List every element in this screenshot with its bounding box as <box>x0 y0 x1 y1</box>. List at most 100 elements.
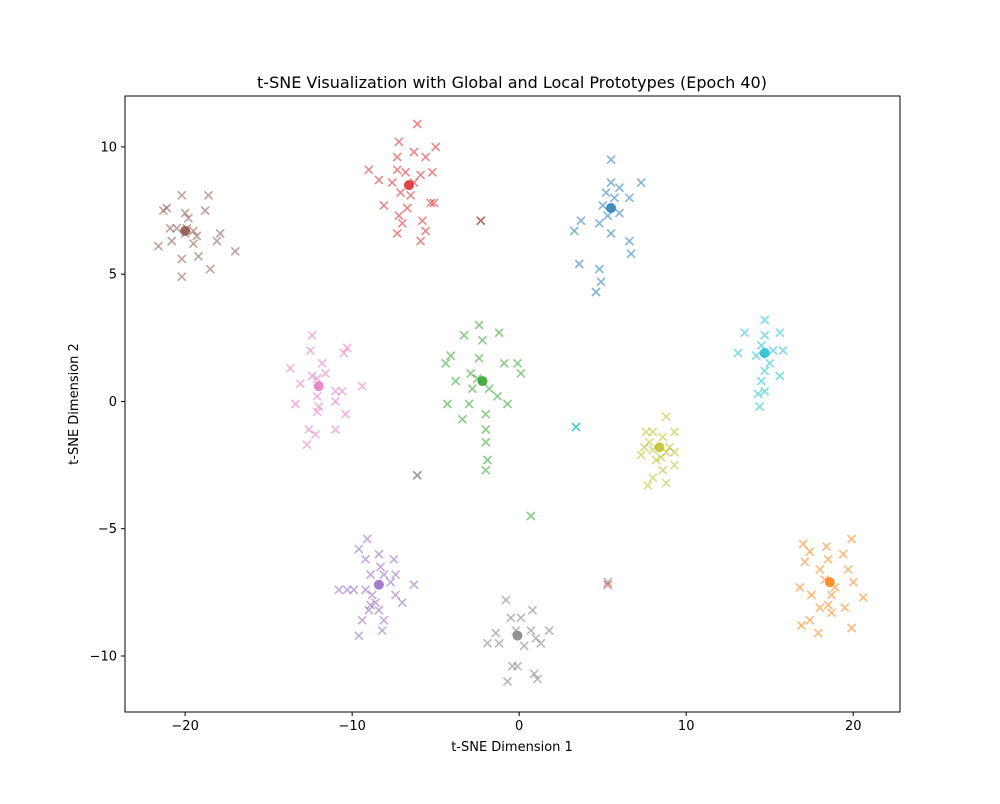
data-point-cluster-5-stroke-b <box>172 223 182 233</box>
data-point-cluster-9-stroke-b <box>753 389 763 399</box>
data-point-cluster-7 <box>536 638 546 648</box>
data-point-cluster-1-stroke-b <box>821 541 832 552</box>
data-point-cluster-0 <box>574 259 584 269</box>
data-point-cluster-1-stroke-b <box>826 590 837 600</box>
data-point-cluster-0-stroke-b <box>601 188 611 198</box>
data-point-cluster-3 <box>394 211 404 221</box>
data-point-cluster-1-stroke-b <box>815 564 825 575</box>
data-point-cluster-6 <box>312 373 322 384</box>
data-point-cluster-3-stroke-b <box>379 200 389 211</box>
data-point-cluster-3 <box>412 119 422 129</box>
data-point-cluster-2 <box>451 376 461 386</box>
data-point-cluster-6-stroke-b <box>330 424 341 435</box>
data-point-cluster-5-stroke-b <box>183 213 194 223</box>
data-point-cluster-3 <box>426 198 436 208</box>
data-point-cluster-4 <box>379 615 389 625</box>
data-point-cluster-6-stroke-b <box>337 386 347 396</box>
data-point-cluster-6-stroke-b <box>330 386 341 396</box>
data-point-cluster-3-stroke-b <box>431 142 441 152</box>
overlap-marker-4 <box>603 580 613 590</box>
data-point-cluster-6-stroke-b <box>312 391 322 401</box>
overlap-marker-1-stroke-b <box>412 470 422 480</box>
data-point-cluster-2-stroke-b <box>516 368 526 379</box>
data-point-cluster-6-stroke-b <box>342 343 352 353</box>
data-point-cluster-4 <box>377 625 387 636</box>
data-point-cluster-5-stroke-b <box>215 228 225 239</box>
data-point-cluster-4-stroke-b <box>349 585 359 595</box>
data-point-cluster-1-stroke-b <box>823 554 833 564</box>
data-point-cluster-8-stroke-b <box>648 473 658 483</box>
data-point-cluster-5-stroke-b <box>153 241 163 251</box>
data-point-cluster-2-stroke-b <box>481 465 491 475</box>
data-point-cluster-0-stroke-b <box>614 183 624 193</box>
data-point-cluster-2 <box>474 320 484 330</box>
data-point-cluster-0-stroke-b <box>606 177 616 188</box>
data-point-cluster-4-stroke-b <box>365 569 376 580</box>
data-point-cluster-9-stroke-b <box>751 351 761 361</box>
y-tick-label: 10 <box>100 140 117 155</box>
data-point-cluster-2 <box>464 399 474 409</box>
data-point-cluster-9 <box>756 340 766 351</box>
data-point-cluster-0-stroke-b <box>569 226 579 236</box>
data-point-cluster-3 <box>397 218 407 228</box>
data-point-cluster-7-stroke-b <box>536 638 546 648</box>
overlap-marker-4-stroke-b <box>603 580 613 590</box>
data-point-cluster-7-stroke-b <box>491 628 501 638</box>
overlap-marker-3-stroke-b <box>526 511 536 521</box>
data-point-cluster-0-stroke-b <box>626 249 636 259</box>
data-point-cluster-4-stroke-b <box>365 600 376 610</box>
data-point-cluster-2-stroke-b <box>481 437 491 447</box>
data-point-cluster-6-stroke-b <box>305 345 315 356</box>
data-point-cluster-1 <box>815 603 825 613</box>
data-point-cluster-4 <box>365 600 376 610</box>
data-point-cluster-2-stroke-b <box>459 330 469 340</box>
data-point-cluster-2 <box>481 437 491 447</box>
data-point-cluster-4 <box>391 569 401 580</box>
data-point-cluster-0 <box>614 208 624 218</box>
data-point-cluster-2-stroke-b <box>482 455 493 465</box>
data-point-cluster-1-stroke-b <box>796 620 807 631</box>
data-point-cluster-0-stroke-b <box>576 216 586 226</box>
data-point-cluster-6 <box>295 379 305 389</box>
overlap-marker-0-stroke-b <box>476 216 486 226</box>
x-tick-label: 20 <box>845 719 862 734</box>
data-point-cluster-4 <box>360 585 371 595</box>
data-point-cluster-5 <box>172 223 182 233</box>
data-point-cluster-9-stroke-b <box>778 345 788 356</box>
data-point-cluster-1-stroke-b <box>843 564 853 575</box>
data-point-cluster-2-stroke-b <box>446 351 456 361</box>
data-point-cluster-1 <box>813 628 823 638</box>
prototype-marker-cluster-9 <box>759 348 770 359</box>
overlap-marker-2 <box>571 422 581 432</box>
data-point-cluster-3-stroke-b <box>429 198 439 208</box>
data-point-cluster-1-stroke-b <box>846 534 857 544</box>
data-point-cluster-2 <box>481 409 491 419</box>
data-point-cluster-3-stroke-b <box>417 216 427 226</box>
data-point-cluster-3 <box>364 165 374 175</box>
data-point-cluster-2 <box>459 330 469 340</box>
data-point-cluster-2-stroke-b <box>502 399 513 409</box>
data-point-cluster-3 <box>416 170 426 180</box>
data-point-cluster-4 <box>349 585 359 595</box>
data-point-cluster-8 <box>669 447 680 457</box>
data-point-cluster-4-stroke-b <box>391 590 401 600</box>
data-point-cluster-6 <box>339 348 349 358</box>
data-point-cluster-2-stroke-b <box>481 424 491 435</box>
y-axis-label: t-SNE Dimension 2 <box>67 343 82 465</box>
data-point-cluster-1 <box>805 547 815 557</box>
data-point-cluster-1 <box>846 534 857 544</box>
data-point-cluster-1 <box>846 623 857 633</box>
data-point-cluster-4-stroke-b <box>374 605 384 615</box>
data-point-cluster-5 <box>188 239 199 249</box>
data-point-cluster-5 <box>177 272 187 282</box>
data-point-cluster-4-stroke-b <box>391 569 401 580</box>
data-point-cluster-0-stroke-b <box>636 177 646 188</box>
data-point-cluster-8-stroke-b <box>669 460 680 470</box>
data-point-cluster-3 <box>402 203 412 213</box>
data-point-cluster-6-stroke-b <box>307 330 317 340</box>
data-point-cluster-5-stroke-b <box>200 205 210 216</box>
data-point-cluster-8-stroke-b <box>651 455 661 465</box>
data-point-cluster-7 <box>544 625 554 636</box>
data-point-cluster-1-stroke-b <box>820 575 830 585</box>
data-point-cluster-8-stroke-b <box>648 427 658 437</box>
